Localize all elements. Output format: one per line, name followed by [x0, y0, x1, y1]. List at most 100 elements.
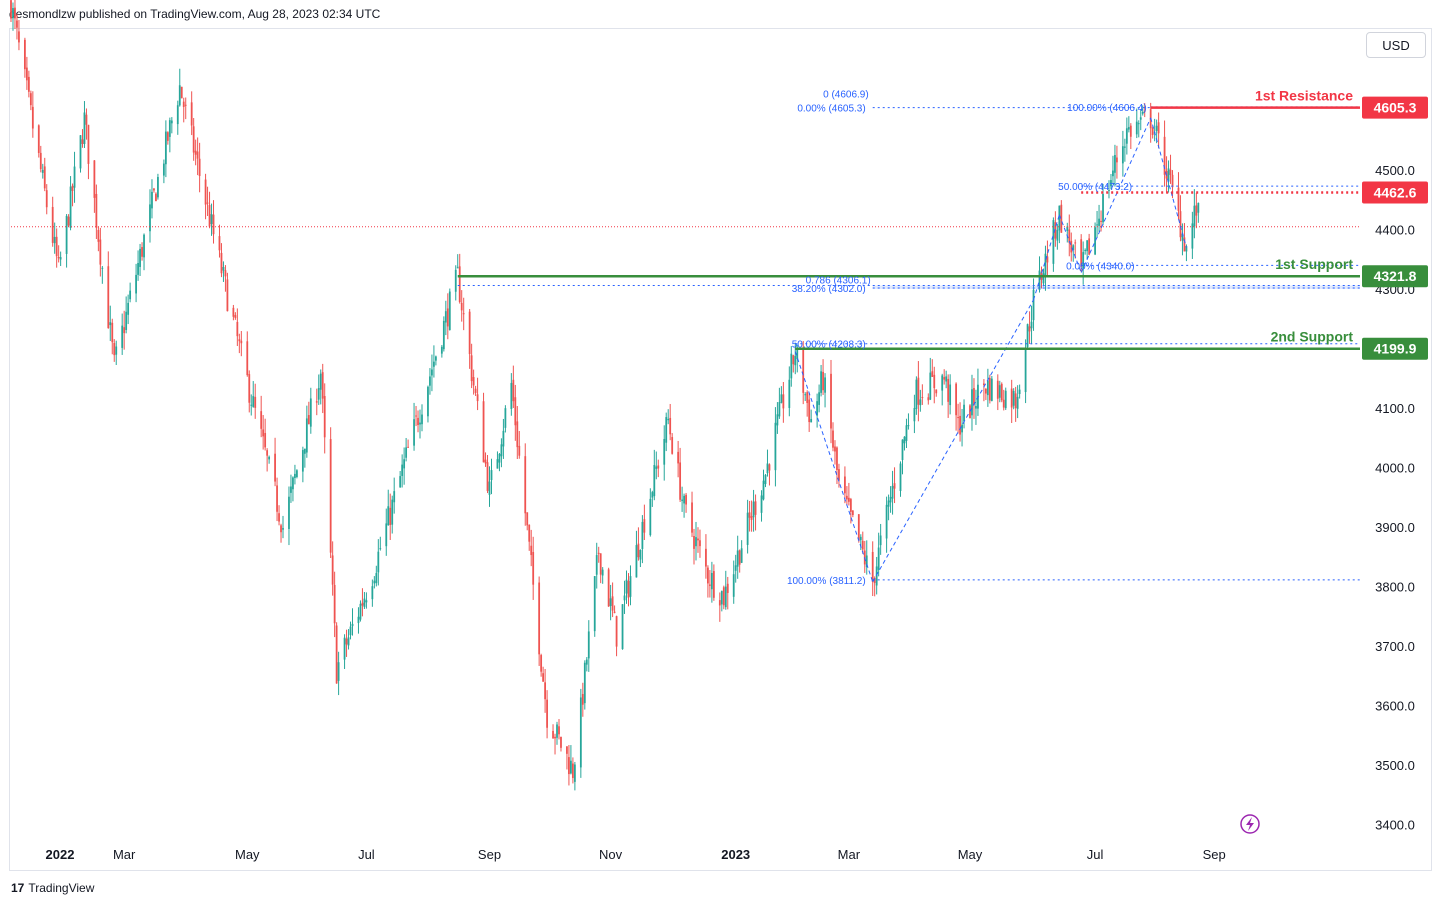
candle-body [1125, 128, 1128, 144]
candle [1038, 256, 1041, 293]
candle-body [1183, 237, 1186, 252]
candle [421, 404, 423, 432]
candle-body [240, 340, 243, 344]
candle [490, 458, 493, 495]
candle [1098, 204, 1100, 232]
candle [278, 505, 280, 526]
candle-body [998, 385, 1001, 398]
candle-body [526, 512, 529, 526]
candle-body [792, 355, 795, 365]
candle-body [53, 236, 56, 244]
candle-body [93, 160, 96, 198]
candle [1060, 200, 1063, 233]
candle [1153, 118, 1156, 142]
candle-body [41, 169, 44, 173]
candle [816, 393, 819, 428]
candle [166, 131, 169, 145]
candle [470, 343, 473, 389]
candle [540, 653, 543, 677]
candle-body [371, 586, 374, 600]
candle-body [1054, 222, 1057, 239]
candle-body [857, 514, 860, 541]
candle-body [1016, 396, 1019, 409]
candle [433, 345, 435, 378]
candle [1110, 173, 1112, 190]
candle-body [180, 86, 183, 99]
candle [143, 233, 145, 271]
candle-body [141, 247, 143, 257]
candle-body [613, 611, 616, 613]
candle-body [95, 193, 98, 228]
candle-body [268, 456, 271, 460]
candle-body [754, 501, 757, 515]
candle [973, 378, 975, 419]
candle-body [460, 302, 463, 311]
candle-body [496, 459, 499, 469]
candle [345, 629, 348, 657]
candle [111, 318, 114, 355]
candle [899, 461, 902, 497]
candle-body [319, 373, 322, 390]
candle [750, 500, 753, 532]
candle-body [824, 377, 826, 393]
candle [685, 492, 687, 513]
candle-body [236, 321, 239, 337]
candle [581, 682, 584, 717]
candle-body [593, 576, 596, 632]
candle-body [611, 596, 614, 611]
candle-body [746, 512, 749, 545]
candle [25, 56, 28, 90]
candle [552, 724, 554, 739]
candle [236, 308, 239, 347]
candle [260, 395, 263, 438]
candle [401, 454, 404, 488]
candle [657, 459, 660, 478]
candle-body [232, 307, 235, 317]
candle [41, 163, 44, 179]
candle [959, 402, 961, 442]
candle-body [115, 346, 118, 355]
candle [458, 253, 461, 304]
candle [530, 529, 533, 567]
candle [29, 90, 32, 111]
candle [254, 383, 257, 419]
candle-body [349, 626, 352, 636]
candle-body [1044, 253, 1047, 277]
candle-body [893, 483, 896, 489]
candle-body [1141, 112, 1144, 114]
candle-body [79, 135, 82, 169]
candle-body [1139, 117, 1142, 120]
candle-body [691, 502, 693, 533]
currency-button[interactable]: USD [1366, 32, 1426, 58]
candle [347, 629, 350, 650]
candle-body [67, 216, 70, 226]
candle [79, 135, 82, 173]
candle [337, 651, 340, 696]
chart-frame[interactable] [9, 28, 1432, 871]
candle [280, 523, 282, 543]
candle [31, 91, 34, 138]
candle [153, 187, 155, 193]
candle [182, 97, 185, 123]
candle [282, 515, 284, 539]
candle-body [149, 204, 151, 232]
candle-body [625, 579, 628, 594]
candle [95, 184, 98, 239]
candle [544, 669, 546, 713]
lightning-icon[interactable] [1240, 814, 1260, 834]
fib-swing-line [1150, 117, 1187, 248]
candle-body [1169, 169, 1172, 175]
candle [399, 470, 402, 488]
candle [1195, 192, 1198, 229]
candle-body [752, 501, 755, 518]
candle [99, 227, 102, 277]
candle [1004, 387, 1007, 410]
candle [905, 418, 908, 449]
candle [921, 384, 924, 405]
candle [528, 524, 531, 551]
candle [125, 296, 128, 334]
candle-body [961, 424, 963, 433]
candle [518, 431, 521, 459]
candle [643, 504, 646, 541]
